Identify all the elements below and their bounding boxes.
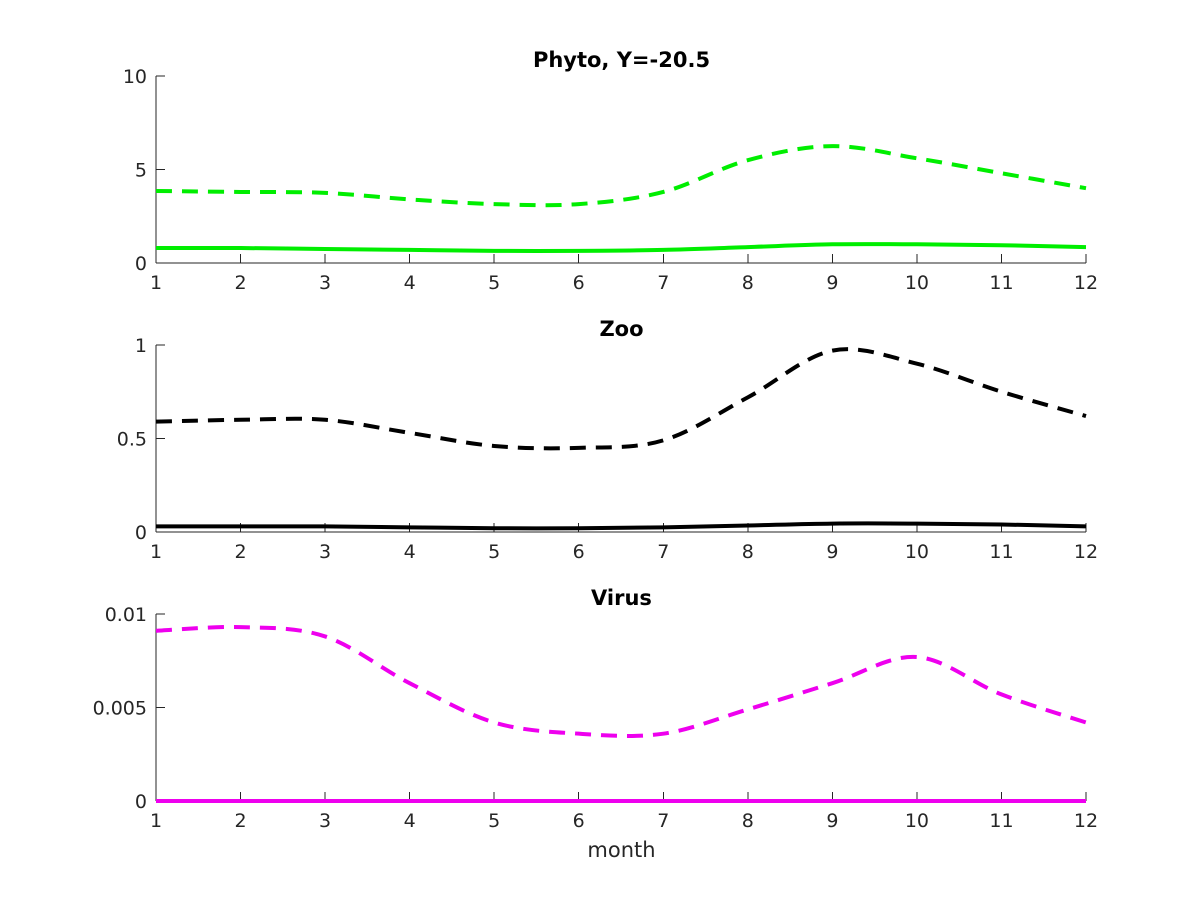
zoo-x-tick-label: 2 (234, 541, 246, 563)
phyto-title: Phyto, Y=-20.5 (533, 48, 710, 72)
virus-series-dashed (155, 624, 1087, 738)
phyto-x-tick-label: 8 (742, 272, 754, 294)
virus-title: Virus (591, 586, 652, 610)
virus-y-tick-label: 0.005 (93, 698, 147, 720)
virus-x-tick-label: 5 (488, 810, 500, 832)
virus-x-tick-label: 12 (1074, 810, 1098, 832)
zoo-x-tick-label: 7 (657, 541, 669, 563)
zoo-x-tick-label: 12 (1074, 541, 1098, 563)
zoo-y-tick-label: 1 (135, 335, 147, 357)
virus-x-label: month (587, 838, 655, 862)
virus-x-tick-label: 7 (657, 810, 669, 832)
zoo-series-solid (156, 521, 1087, 531)
zoo-title: Zoo (599, 317, 643, 341)
phyto-x-tick-label: 12 (1074, 272, 1098, 294)
zoo-x-tick-label: 6 (573, 541, 585, 563)
zoo-x-tick-label: 1 (150, 541, 162, 563)
zoo-x-tick-label: 4 (404, 541, 416, 563)
virus-x-tick-label: 4 (404, 810, 416, 832)
phyto-x-tick-label: 4 (404, 272, 416, 294)
phyto-y-tick-label: 10 (123, 66, 147, 88)
zoo-x-tick-label: 3 (319, 541, 331, 563)
virus-x-tick-label: 11 (989, 810, 1013, 832)
virus-x-tick-label: 8 (742, 810, 754, 832)
virus-x-tick-label: 9 (826, 810, 838, 832)
zoo-x-tick-label: 11 (989, 541, 1013, 563)
virus-x-tick-label: 1 (150, 810, 162, 832)
phyto-x-tick-label: 6 (573, 272, 585, 294)
phyto-x-tick-label: 1 (150, 272, 162, 294)
zoo-x-tick-label: 10 (905, 541, 929, 563)
phyto-series-solid (155, 242, 1087, 253)
zoo-y-tick-label: 0.5 (117, 429, 147, 451)
phyto-x-tick-label: 7 (657, 272, 669, 294)
zoo-y-tick-label: 0 (135, 522, 147, 544)
zoo-x-tick-label: 9 (826, 541, 838, 563)
phyto-y-tick-label: 5 (135, 160, 147, 182)
phyto-x-tick-label: 11 (989, 272, 1013, 294)
virus-y-tick-label: 0.01 (105, 604, 147, 626)
zoo-series-dashed (155, 347, 1087, 451)
virus-x-tick-label: 6 (573, 810, 585, 832)
phyto-series-dashed (155, 144, 1087, 208)
zoo-x-tick-label: 8 (742, 541, 754, 563)
phyto-x-tick-label: 9 (826, 272, 838, 294)
zoo-x-tick-label: 5 (488, 541, 500, 563)
virus-x-tick-label: 3 (319, 810, 331, 832)
virus-x-tick-label: 10 (905, 810, 929, 832)
virus-y-tick-label: 0 (135, 791, 147, 813)
phyto-x-tick-label: 5 (488, 272, 500, 294)
phyto-x-tick-label: 2 (234, 272, 246, 294)
phyto-y-tick-label: 0 (135, 253, 147, 275)
virus-x-tick-label: 2 (234, 810, 246, 832)
phyto-x-tick-label: 10 (905, 272, 929, 294)
phyto-x-tick-label: 3 (319, 272, 331, 294)
